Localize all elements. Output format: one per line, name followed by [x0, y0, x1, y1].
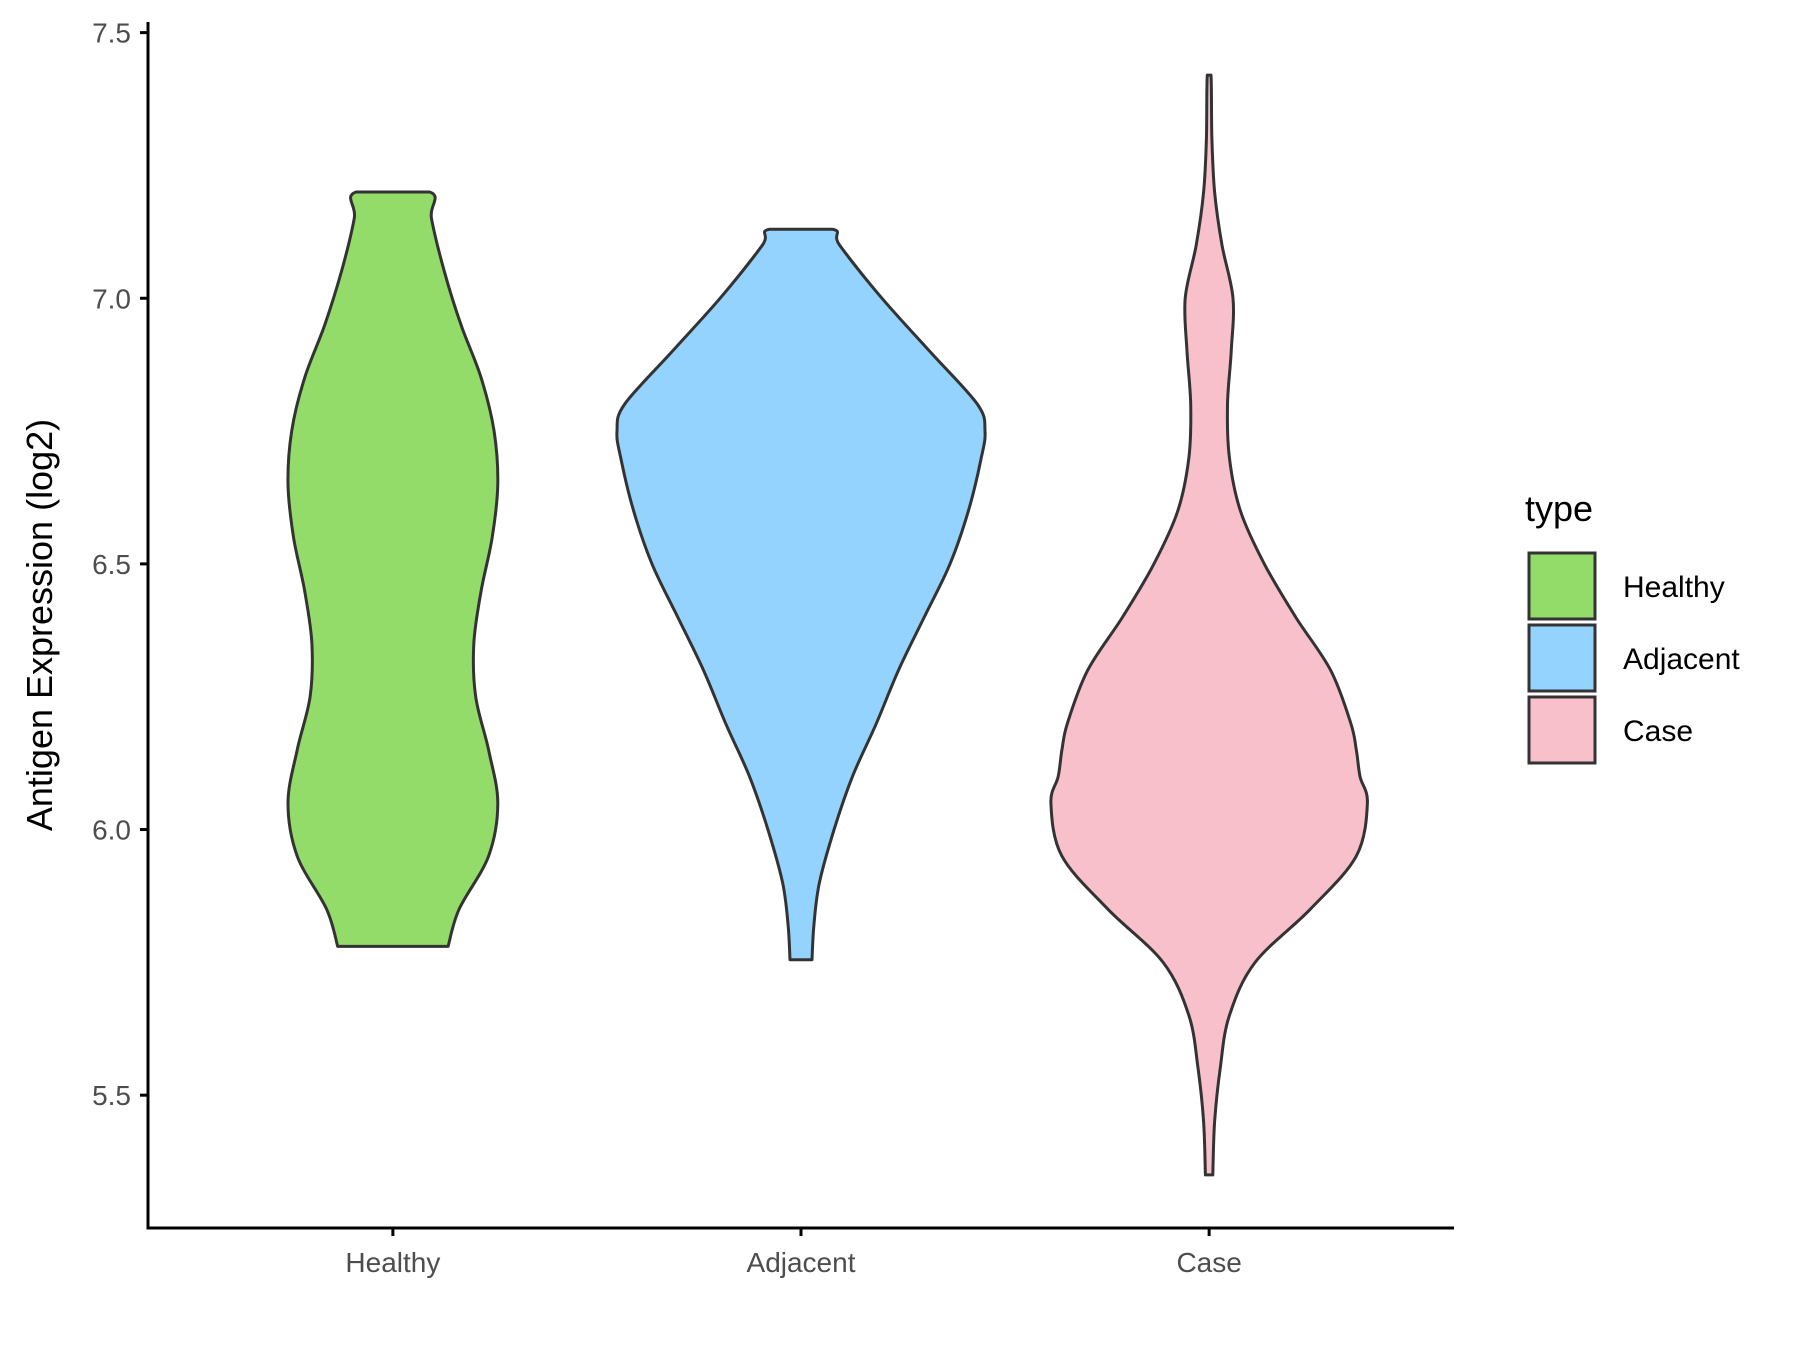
axes: 5.5 6.0 6.5 7.0 7.5 Healthy Adjacent Case: [92, 18, 1454, 1278]
legend-title: type: [1525, 488, 1593, 529]
y-tick-label: 7.0: [92, 283, 131, 314]
x-tick-label: Adjacent: [747, 1247, 856, 1278]
violin-layer: [286, 73, 1369, 1177]
violin-healthy: [286, 190, 500, 948]
legend-swatch-healthy: [1527, 551, 1597, 621]
y-tick-label: 7.5: [92, 18, 131, 49]
y-tick-label: 5.5: [92, 1080, 131, 1111]
x-tick-label: Healthy: [345, 1247, 440, 1278]
y-tick-label: 6.5: [92, 549, 131, 580]
y-axis-title: Antigen Expression (log2): [19, 419, 60, 831]
legend-label-case: Case: [1623, 715, 1693, 748]
legend-swatch-adjacent: [1527, 623, 1597, 693]
y-ticks: 5.5 6.0 6.5 7.0 7.5: [92, 18, 148, 1111]
x-tick-label: Case: [1176, 1247, 1241, 1278]
legend-swatch-case: [1527, 695, 1597, 765]
legend-label-healthy: Healthy: [1623, 571, 1725, 604]
y-tick-label: 6.0: [92, 815, 131, 846]
legend: type Healthy Adjacent Case: [1525, 488, 1740, 765]
legend-label-adjacent: Adjacent: [1623, 643, 1740, 676]
x-ticks: Healthy Adjacent Case: [345, 1228, 1242, 1278]
violin-case: [1049, 73, 1369, 1177]
violin-adjacent: [615, 227, 987, 962]
